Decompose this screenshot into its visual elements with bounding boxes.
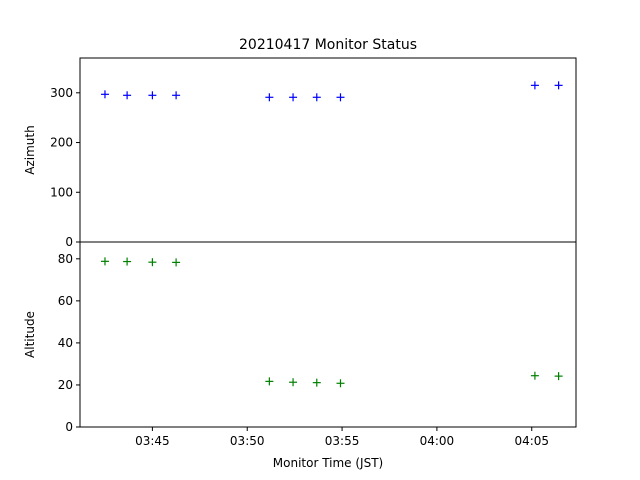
altitude-data-point — [172, 258, 181, 267]
x-tick-label: 03:55 — [325, 434, 360, 448]
x-tick-label: 03:45 — [135, 434, 170, 448]
altitude-data-point — [554, 372, 563, 381]
altitude-data-point — [336, 379, 345, 388]
azimuth-data-point — [312, 93, 321, 102]
altitude-data-point — [530, 371, 539, 380]
panels-layer: 0 100 200 300 Azimuth 0 20 40 60 80 Altitude 03:45 0… — [23, 57, 577, 448]
azimuth-y-tick-label: 0 — [65, 235, 73, 249]
altitude-data-point — [100, 257, 109, 266]
azimuth-data-point — [123, 91, 132, 100]
azimuth-data-point — [530, 81, 539, 90]
altitude-y-tick-label: 0 — [65, 420, 73, 434]
altitude-y-tick-label: 80 — [58, 252, 73, 266]
azimuth-data-point — [336, 93, 345, 102]
altitude-data-point — [289, 378, 298, 387]
altitude-data-point — [312, 378, 321, 387]
azimuth-data-point — [265, 93, 274, 102]
altitude-y-tick-label: 60 — [58, 294, 73, 308]
altitude-axes-frame — [79, 241, 577, 428]
azimuth-y-tick-label: 300 — [50, 86, 73, 100]
azimuth-y-tick-label: 100 — [50, 185, 73, 199]
azimuth-data-point — [554, 81, 563, 90]
azimuth-data-point — [172, 91, 181, 100]
altitude-data-point — [123, 257, 132, 266]
altitude-y-tick-label: 20 — [58, 378, 73, 392]
x-tick-label: 03:50 — [230, 434, 265, 448]
chart-title: 20210417 Monitor Status — [239, 37, 417, 53]
azimuth-data-point — [148, 91, 157, 100]
azimuth-data-point — [100, 90, 109, 99]
x-axis-label: Monitor Time (JST) — [273, 456, 383, 470]
altitude-data-point — [148, 258, 157, 267]
altitude-y-tick-label: 40 — [58, 336, 73, 350]
azimuth-y-tick-label: 200 — [50, 136, 73, 150]
azimuth-y-axis-label: Azimuth — [23, 125, 37, 174]
x-tick-label: 04:00 — [420, 434, 455, 448]
azimuth-data-point — [289, 93, 298, 102]
x-tick-label: 04:05 — [514, 434, 549, 448]
altitude-data-point — [265, 377, 274, 386]
altitude-y-axis-label: Altitude — [23, 311, 37, 358]
